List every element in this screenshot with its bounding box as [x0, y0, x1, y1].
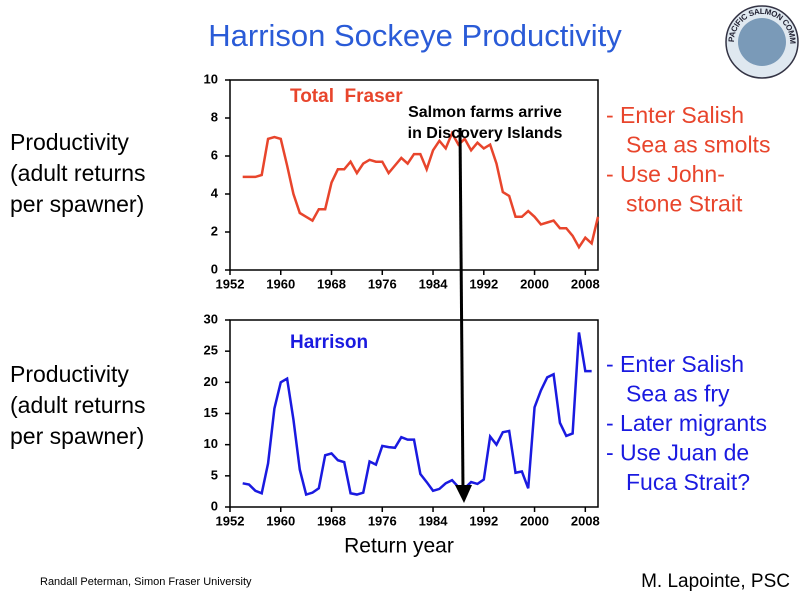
y-tick-label: 8 — [211, 109, 218, 124]
data-line — [242, 332, 592, 497]
arrow-label: in Discovery Islands — [408, 125, 563, 142]
x-tick-label: 1960 — [266, 513, 295, 528]
x-tick-label: 1960 — [266, 276, 295, 291]
x-tick-label: 1968 — [317, 276, 346, 291]
side-note: - Use John- — [606, 161, 725, 187]
source: M. Lapointe, PSC — [641, 571, 790, 592]
y-axis-label: (adult returns — [10, 392, 146, 418]
y-tick-label: 6 — [211, 147, 218, 162]
series-name: Harrison — [290, 332, 368, 353]
arrow-label: Salmon farms arrive — [408, 104, 562, 121]
side-note: Sea as smolts — [626, 132, 770, 158]
credit: Randall Peterman, Simon Fraser Universit… — [40, 576, 252, 588]
x-tick-label: 1952 — [216, 513, 245, 528]
slide-title: Harrison Sockeye Productivity — [208, 18, 622, 53]
side-note: - Enter Salish — [606, 351, 744, 377]
y-tick-label: 15 — [204, 405, 218, 420]
y-axis-label: Productivity — [10, 129, 129, 155]
arrow-shaft — [458, 127, 465, 491]
y-axis-label: (adult returns — [10, 160, 146, 186]
y-axis-label: per spawner) — [10, 423, 144, 449]
y-tick-label: 10 — [204, 71, 218, 86]
arrow-head — [455, 485, 472, 503]
side-note: stone Strait — [626, 191, 743, 217]
y-axis-label: per spawner) — [10, 191, 144, 217]
data-line — [242, 130, 600, 250]
x-axis-label: Return year — [344, 535, 454, 558]
y-tick-label: 2 — [211, 223, 218, 238]
x-tick-label: 1968 — [317, 513, 346, 528]
y-tick-label: 5 — [211, 467, 218, 482]
side-note: - Enter Salish — [606, 102, 744, 128]
y-tick-label: 25 — [204, 343, 218, 358]
y-tick-label: 4 — [211, 185, 219, 200]
y-axis-label: Productivity — [10, 361, 129, 387]
x-tick-label: 1976 — [368, 276, 397, 291]
y-tick-label: 10 — [204, 436, 218, 451]
x-tick-label: 2000 — [520, 513, 549, 528]
y-tick-label: 0 — [211, 261, 218, 276]
series-name: Total Fraser — [290, 86, 403, 107]
side-note: Fuca Strait? — [626, 469, 750, 495]
side-note: Sea as fry — [626, 381, 730, 407]
x-tick-label: 1952 — [216, 276, 245, 291]
y-tick-label: 30 — [204, 311, 218, 326]
x-tick-label: 2000 — [520, 276, 549, 291]
side-note: - Use Juan de — [606, 440, 749, 466]
x-tick-label: 1992 — [469, 513, 498, 528]
x-tick-label: 1976 — [368, 513, 397, 528]
x-tick-label: 2008 — [571, 276, 600, 291]
x-tick-label: 1984 — [419, 276, 449, 291]
side-note: - Later migrants — [606, 410, 767, 436]
plot-frame — [229, 79, 599, 271]
plot-frame — [229, 319, 599, 508]
x-tick-label: 1984 — [419, 513, 449, 528]
y-tick-label: 20 — [204, 374, 218, 389]
y-tick-label: 0 — [211, 498, 218, 513]
x-tick-label: 2008 — [571, 513, 600, 528]
x-tick-label: 1992 — [469, 276, 498, 291]
